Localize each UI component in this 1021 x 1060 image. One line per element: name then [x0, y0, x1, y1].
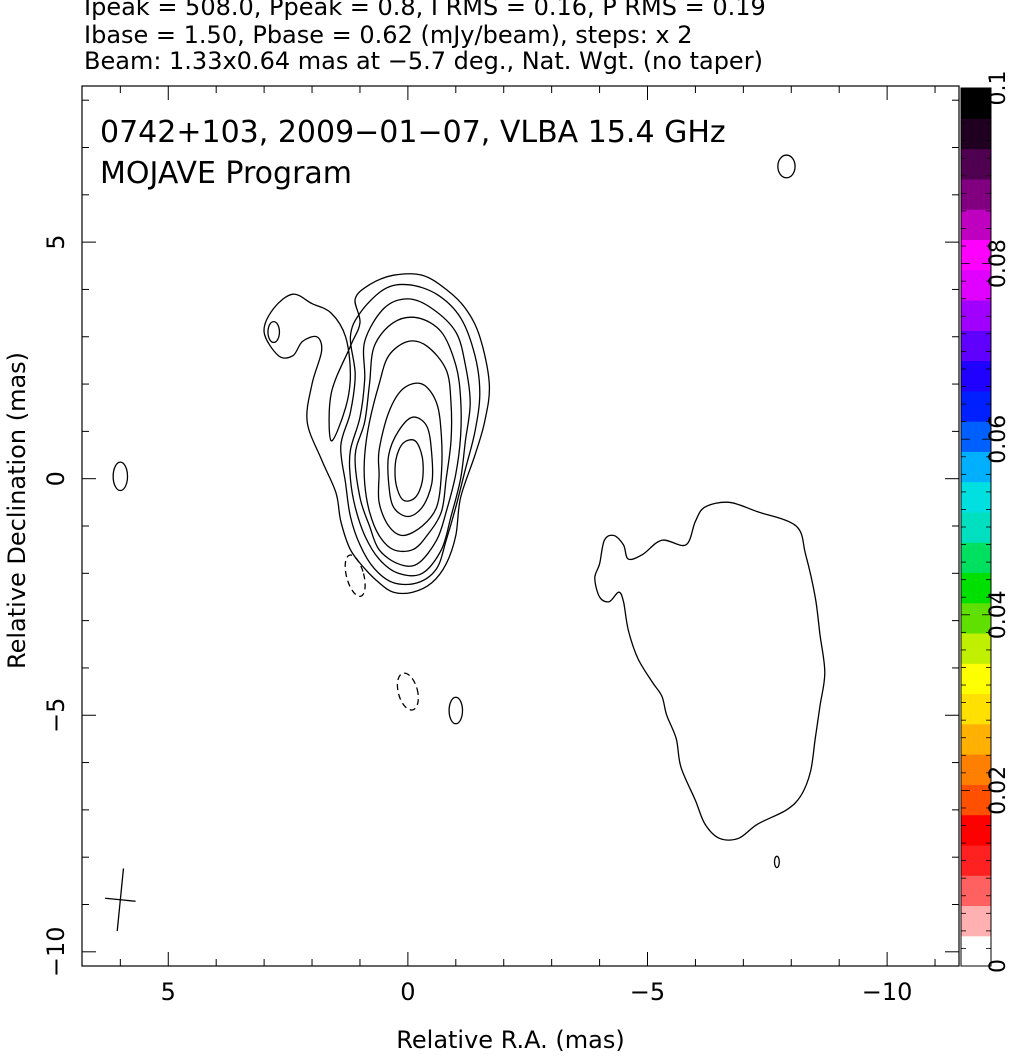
- contour-layer: [105, 154, 826, 932]
- x-axis-label: Relative R.A. (mas): [396, 1026, 625, 1054]
- core-contour-level-4: [348, 298, 471, 577]
- core-contour-level-32: [377, 382, 443, 537]
- colorbar-swatch: [961, 814, 991, 846]
- colorbar-swatch: [961, 663, 991, 695]
- colorbar-swatch: [961, 935, 991, 967]
- y-tick-label: 0: [42, 471, 70, 486]
- core-contour-level-1: [263, 273, 491, 595]
- y-tick-label: 5: [42, 234, 70, 249]
- small-contour-4: [773, 855, 780, 869]
- colorbar-tick-label: 0: [986, 959, 1011, 973]
- colorbar-tick-label: 0.08: [986, 239, 1011, 288]
- colorbar-swatch: [961, 602, 991, 634]
- small-contour-0: [112, 461, 129, 492]
- colorbar-swatch: [961, 481, 991, 513]
- colorbar-swatch: [961, 239, 991, 271]
- colorbar-swatch: [961, 269, 991, 301]
- core-contour-level-16: [363, 340, 453, 553]
- small-contour-3: [777, 154, 796, 179]
- colorbar-swatch: [961, 572, 991, 604]
- colorbar-tick-label: 0.06: [986, 415, 1011, 464]
- jet-contour-level-1: [594, 501, 826, 841]
- colorbar-tick-label: 0.1: [986, 71, 1011, 106]
- core-contour-level-8: [354, 316, 462, 567]
- small-contour-2: [448, 696, 464, 725]
- small-contour-1: [267, 320, 281, 344]
- core-contour-level-64: [387, 416, 434, 518]
- colorbar-swatch: [961, 299, 991, 331]
- colorbar-swatch: [961, 693, 991, 725]
- colorbar-swatch: [961, 330, 991, 362]
- colorbar-swatch: [961, 875, 991, 907]
- plot-title-line-1: 0742+103, 2009−01−07, VLBA 15.4 GHz: [100, 115, 726, 150]
- x-tick-label: −10: [862, 978, 913, 1006]
- beam-minor-axis: [105, 897, 136, 902]
- negative-contour-6: [396, 672, 420, 711]
- colorbar-swatch: [961, 784, 991, 816]
- beam-info-line: Beam: 1.33x0.64 mas at −5.7 deg., Nat. W…: [84, 47, 763, 75]
- stats-line-1: Ipeak = 508.0, Ppeak = 0.8, I RMS = 0.16…: [84, 0, 766, 21]
- core-contour-level-2: [340, 283, 481, 586]
- y-axis-label: Relative Declination (mas): [3, 351, 31, 669]
- colorbar-tick-label: 0.02: [986, 766, 1011, 815]
- negative-contour-5: [344, 554, 366, 598]
- colorbar: 0 0.02 0.04 0.06 0.08 0.1: [960, 71, 1011, 973]
- x-tick-label: 0: [400, 978, 415, 1006]
- colorbar-swatch: [961, 542, 991, 574]
- colorbar-swatch: [961, 178, 991, 210]
- colorbar-swatch: [961, 421, 991, 452]
- colorbar-swatch: [961, 148, 991, 180]
- y-tick-label: −5: [42, 698, 70, 733]
- colorbar-swatch: [961, 905, 991, 937]
- colorbar-swatch: [961, 754, 991, 785]
- colorbar-swatch: [961, 723, 991, 755]
- colorbar-swatch: [961, 632, 991, 664]
- axis-ticks: 5 0 −5 −10 5 0 −5 −10: [42, 86, 959, 1006]
- colorbar-swatch: [961, 88, 991, 119]
- plot-title-line-2: MOJAVE Program: [100, 156, 352, 191]
- plot-frame: [81, 85, 960, 967]
- colorbar-swatch: [961, 209, 991, 240]
- colorbar-tick-label: 0.04: [986, 590, 1011, 639]
- core-contour-level-128: [394, 439, 424, 502]
- colorbar-swatch: [961, 390, 991, 422]
- x-tick-label: 5: [161, 978, 176, 1006]
- stats-line-2: Ibase = 1.50, Pbase = 0.62 (mJy/beam), s…: [84, 21, 693, 49]
- x-tick-label: −5: [630, 978, 665, 1006]
- y-tick-label: −10: [42, 926, 70, 977]
